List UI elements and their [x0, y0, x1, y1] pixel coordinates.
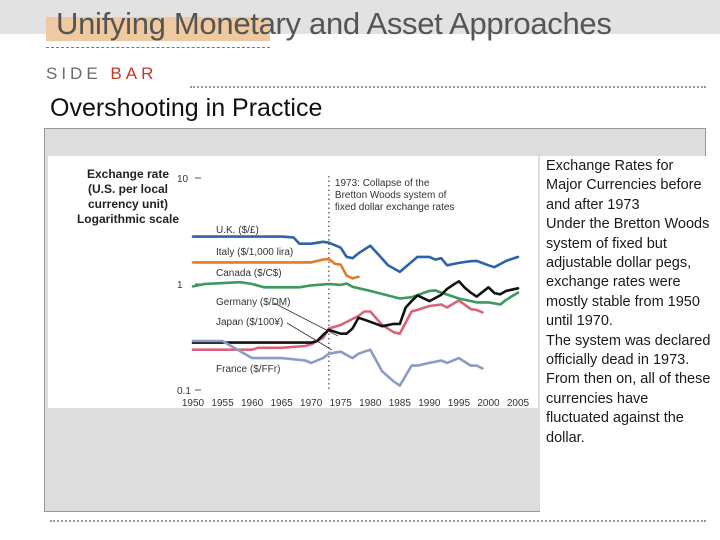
series-label-japan-100: Japan ($/100¥) [216, 317, 283, 328]
series-line-japan-100 [191, 279, 520, 344]
y-axis-label-line-4: Logarithmic scale [77, 212, 179, 226]
series-label-canada-c: Canada ($/C$) [216, 268, 282, 279]
caption-text: Exchange Rates for Major Currencies befo… [546, 157, 712, 448]
x-tick-label-1975: 1975 [330, 398, 353, 409]
x-tick-label-1980: 1980 [359, 398, 382, 409]
dotted-divider-top [190, 86, 706, 88]
caption-heading: Exchange Rates for Major Currencies befo… [546, 158, 702, 213]
sidebar-label-accent: BAR [110, 64, 158, 83]
slide-title: Unifying Monetary and Asset Approaches [56, 6, 612, 41]
leader-line-germany-dm [273, 302, 339, 337]
x-tick-label-1960: 1960 [241, 398, 264, 409]
x-tick-label-2005: 2005 [507, 398, 530, 409]
annotation-text-line-2: Bretton Woods system of [335, 190, 447, 201]
title-underline [46, 47, 270, 48]
x-tick-label-1995: 1995 [448, 398, 471, 409]
x-tick-label-1965: 1965 [271, 398, 294, 409]
series-label-u-k: U.K. ($/£) [216, 225, 259, 236]
x-tick-label-2000: 2000 [477, 398, 500, 409]
series-label-france-ffr: France ($/FFr) [216, 364, 280, 375]
slide-subtitle: Overshooting in Practice [50, 94, 323, 122]
y-tick-label-0-1: 0.1 [177, 386, 191, 397]
caption-body-1: Under the Bretton Woods system of fixed … [546, 216, 710, 330]
series-line-france-ffr [191, 339, 484, 387]
y-axis-label-line-2: (U.S. per local [88, 182, 168, 196]
series-lines [191, 235, 520, 387]
x-tick-label-1985: 1985 [389, 398, 412, 409]
y-axis-label-line-3: currency unit) [88, 197, 168, 211]
series-line-germany-dm [191, 299, 484, 352]
series-line-italy-1-000-lira [191, 257, 360, 280]
y-tick-label-1: 1 [177, 280, 183, 291]
x-tick-label-1990: 1990 [418, 398, 441, 409]
series-labels: U.K. ($/£) Italy ($/1,000 lira) Canada ($/… [216, 225, 339, 375]
series-line-canada-c [191, 280, 520, 306]
series-label-germany-dm: Germany ($/DM) [216, 297, 290, 308]
series-line-u-k [191, 235, 520, 274]
title-highlight [46, 17, 270, 41]
x-tick-label-1955: 1955 [211, 398, 234, 409]
annotation-text-line-1: 1973: Collapse of the [335, 178, 430, 189]
dotted-divider-bottom [50, 520, 706, 522]
series-label-italy-1-000-lira: Italy ($/1,000 lira) [216, 247, 293, 258]
x-axis-ticks: 1950 1955 1960 1965 1970 1975 1980 1985 1990 1995… [182, 398, 530, 409]
sidebar-label-main: SIDE [46, 64, 102, 83]
sidebar-label: SIDE BAR [46, 64, 157, 84]
caption-body-2: The system was declared officially dead … [546, 332, 711, 446]
y-axis-label-line-1: Exchange rate [87, 167, 169, 181]
y-tick-label-10: 10 [177, 174, 189, 185]
caption-area [540, 156, 706, 512]
leader-line-japan-100 [286, 322, 333, 351]
annotation-text-line-3: fixed dollar exchange rates [335, 202, 455, 213]
x-tick-label-1950: 1950 [182, 398, 205, 409]
x-tick-label-1970: 1970 [300, 398, 323, 409]
